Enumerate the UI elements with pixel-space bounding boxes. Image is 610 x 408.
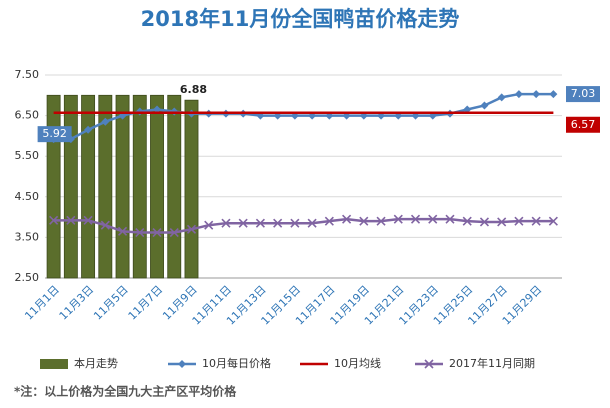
marker xyxy=(290,218,300,228)
marker xyxy=(445,214,455,224)
marker xyxy=(342,214,352,224)
marker xyxy=(255,218,265,228)
y-tick-label: 5.50 xyxy=(15,149,40,162)
marker xyxy=(497,93,506,102)
bar xyxy=(132,94,147,279)
marker xyxy=(532,90,541,99)
bar xyxy=(115,94,130,279)
marker xyxy=(514,216,524,226)
value-label-box xyxy=(37,126,72,143)
marker xyxy=(273,218,283,228)
y-tick-label: 6.50 xyxy=(15,109,40,122)
marker xyxy=(135,227,145,238)
y-tick-label: 7.50 xyxy=(15,68,40,81)
marker xyxy=(497,217,507,227)
marker xyxy=(324,216,334,226)
y-tick-label: 3.50 xyxy=(15,230,40,243)
marker xyxy=(84,125,93,134)
bar xyxy=(167,94,182,279)
marker xyxy=(462,216,472,226)
marker xyxy=(514,90,523,99)
bar xyxy=(46,94,61,279)
value-label: 6.88 xyxy=(180,83,207,96)
marker xyxy=(66,215,76,225)
value-label: 7.03 xyxy=(571,87,596,100)
marker xyxy=(307,218,317,228)
marker xyxy=(117,226,128,236)
marker xyxy=(359,216,369,226)
x-tick-label: 11月3日 xyxy=(57,283,97,323)
marker xyxy=(169,227,179,238)
legend-label: 2017年11月同期 xyxy=(449,356,535,370)
bar xyxy=(184,99,199,279)
x-tick-label: 11月5日 xyxy=(91,283,131,323)
marker xyxy=(152,227,162,238)
x-tick-label: 11月7日 xyxy=(126,283,166,323)
marker xyxy=(480,101,489,110)
legend-label: 本月走势 xyxy=(74,356,118,370)
value-label-box xyxy=(566,116,600,133)
bar xyxy=(98,94,113,279)
legend-label: 10月每日价格 xyxy=(202,356,271,370)
marker xyxy=(83,215,93,225)
marker xyxy=(479,217,490,227)
marker xyxy=(49,215,59,225)
legend-label: 10月均线 xyxy=(334,356,381,370)
legend-swatch xyxy=(40,359,68,369)
x-tick-label: 11月1日 xyxy=(22,283,62,323)
bar xyxy=(81,94,96,279)
value-label: 6.57 xyxy=(571,118,596,131)
marker xyxy=(548,216,558,226)
bar xyxy=(150,94,164,279)
value-label-box xyxy=(566,86,600,103)
value-label: 5.92 xyxy=(42,127,67,140)
marker xyxy=(393,214,403,224)
marker xyxy=(549,90,558,99)
marker xyxy=(221,218,231,228)
marker xyxy=(376,216,386,226)
line xyxy=(53,217,554,234)
marker xyxy=(410,214,421,224)
y-tick-label: 2.50 xyxy=(15,271,40,284)
y-tick-label: 4.50 xyxy=(15,190,40,203)
chart-title: 2018年11月份全国鸭苗价格走势 xyxy=(141,7,460,31)
marker xyxy=(186,224,197,234)
legend-marker xyxy=(424,359,434,369)
bar xyxy=(63,94,78,279)
legend-marker xyxy=(178,360,186,368)
marker xyxy=(101,117,110,126)
marker xyxy=(100,220,110,230)
note: *注：以上价格为全国九大主产区平均价格 xyxy=(14,384,237,399)
marker xyxy=(238,218,248,228)
marker xyxy=(66,135,75,144)
marker xyxy=(428,214,438,224)
marker xyxy=(204,220,214,230)
marker xyxy=(531,216,541,226)
